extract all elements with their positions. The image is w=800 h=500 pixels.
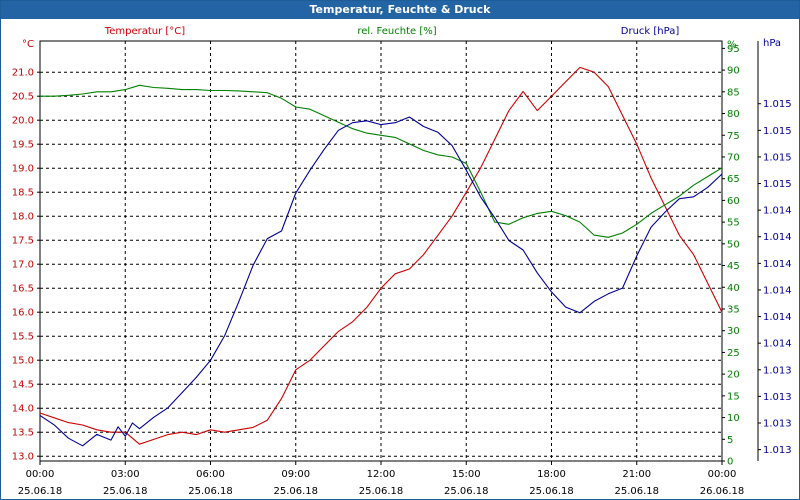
right1-tick-label: 10 (727, 413, 740, 424)
left-tick-label: 19.0 (12, 164, 34, 175)
x-tick-date: 25.06.18 (18, 486, 63, 497)
right1-tick-label: 60 (727, 196, 740, 207)
left-tick-label: 18.5 (12, 188, 34, 199)
right2-tick-label: 1.014 (763, 259, 792, 270)
series-label-left: Temperatur [°C] (104, 26, 185, 37)
right1-tick-label: 95 (727, 44, 740, 55)
x-tick-time: 21:00 (622, 469, 651, 480)
right2-tick-label: 1.014 (763, 312, 792, 323)
series (39, 66, 723, 447)
series-line-right2 (39, 116, 723, 447)
left-tick-label: 15.5 (12, 332, 34, 343)
right1-tick-label: 45 (727, 261, 740, 272)
right1-tick-label: 20 (727, 370, 740, 381)
x-tick-time: 09:00 (281, 469, 310, 480)
left-tick-label: 13.5 (12, 428, 34, 439)
x-tick-date: 25.06.18 (188, 486, 233, 497)
right2-tick-label: 1.013 (763, 418, 792, 429)
left-tick-label: 16.5 (12, 284, 34, 295)
right2-axis-unit: hPa (763, 38, 781, 49)
right1-axis-unit: % (727, 40, 737, 51)
left-tick-label: 21.0 (12, 68, 34, 79)
right2-tick-label: 1.013 (763, 445, 792, 456)
x-tick-date: 25.06.18 (529, 486, 574, 497)
right2-tick-label: 1.015 (763, 152, 792, 163)
right1-tick-label: 35 (727, 304, 740, 315)
left-tick-label: 14.5 (12, 380, 34, 391)
right2-tick-label: 1.013 (763, 392, 792, 403)
right2-tick-label: 1.013 (763, 365, 792, 376)
right2-tick-label: 1.014 (763, 232, 792, 243)
right1-tick-label: 70 (727, 152, 740, 163)
left-axis-unit: °C (22, 39, 34, 50)
grid (39, 40, 723, 462)
series-line-right1 (40, 84, 723, 238)
series-label-right1: rel. Feuchte [%] (357, 26, 436, 37)
x-tick-time: 15:00 (452, 469, 481, 480)
x-tick-date: 26.06.18 (700, 486, 745, 497)
right1-tick-label: 40 (727, 283, 740, 294)
left-tick-label: 17.5 (12, 236, 34, 247)
x-tick-time: 12:00 (367, 469, 396, 480)
x-tick-date: 25.06.18 (359, 486, 404, 497)
right1-tick-label: 5 (727, 435, 733, 446)
left-tick-label: 19.5 (12, 140, 34, 151)
left-tick-label: 17.0 (12, 260, 34, 271)
x-tick-time: 00:00 (708, 469, 737, 480)
chart-title: Temperatur, Feuchte & Druck (1, 1, 799, 19)
x-tick-date: 25.06.18 (444, 486, 489, 497)
left-tick-label: 14.0 (12, 404, 34, 415)
right1-tick-label: 65 (727, 174, 740, 185)
axes (37, 41, 761, 465)
right1-tick-label: 0 (727, 457, 733, 468)
x-tick-time: 00:00 (26, 469, 55, 480)
right1-tick-label: 80 (727, 109, 740, 120)
x-tick-date: 25.06.18 (273, 486, 318, 497)
left-tick-label: 16.0 (12, 308, 34, 319)
right1-tick-label: 55 (727, 218, 740, 229)
right2-tick-label: 1.015 (763, 126, 792, 137)
right1-tick-label: 15 (727, 391, 740, 402)
labels: 00:00 25.06.18 03:00 25.06.18 06:00 25.06.18 0… (12, 26, 792, 497)
right2-tick-label: 1.014 (763, 339, 792, 350)
right1-tick-label: 30 (727, 326, 740, 337)
right2-tick-label: 1.015 (763, 179, 792, 190)
x-tick-date: 25.06.18 (103, 486, 148, 497)
x-tick-date: 25.06.18 (614, 486, 659, 497)
x-tick-time: 03:00 (111, 469, 140, 480)
left-tick-label: 15.0 (12, 356, 34, 367)
left-tick-label: 13.0 (12, 452, 34, 463)
right1-tick-label: 25 (727, 348, 740, 359)
right1-tick-label: 85 (727, 87, 740, 98)
left-tick-label: 18.0 (12, 212, 34, 223)
series-label-right2: Druck [hPa] (621, 26, 680, 37)
left-tick-label: 20.5 (12, 92, 34, 103)
right1-tick-label: 75 (727, 131, 740, 142)
right2-tick-label: 1.015 (763, 99, 792, 110)
right2-tick-label: 1.014 (763, 285, 792, 296)
series-line-left (39, 66, 723, 445)
left-tick-label: 20.0 (12, 116, 34, 127)
x-tick-time: 06:00 (196, 469, 225, 480)
right1-tick-label: 90 (727, 66, 740, 77)
right2-tick-label: 1.014 (763, 206, 792, 217)
x-tick-time: 18:00 (537, 469, 566, 480)
right1-tick-label: 50 (727, 239, 740, 250)
